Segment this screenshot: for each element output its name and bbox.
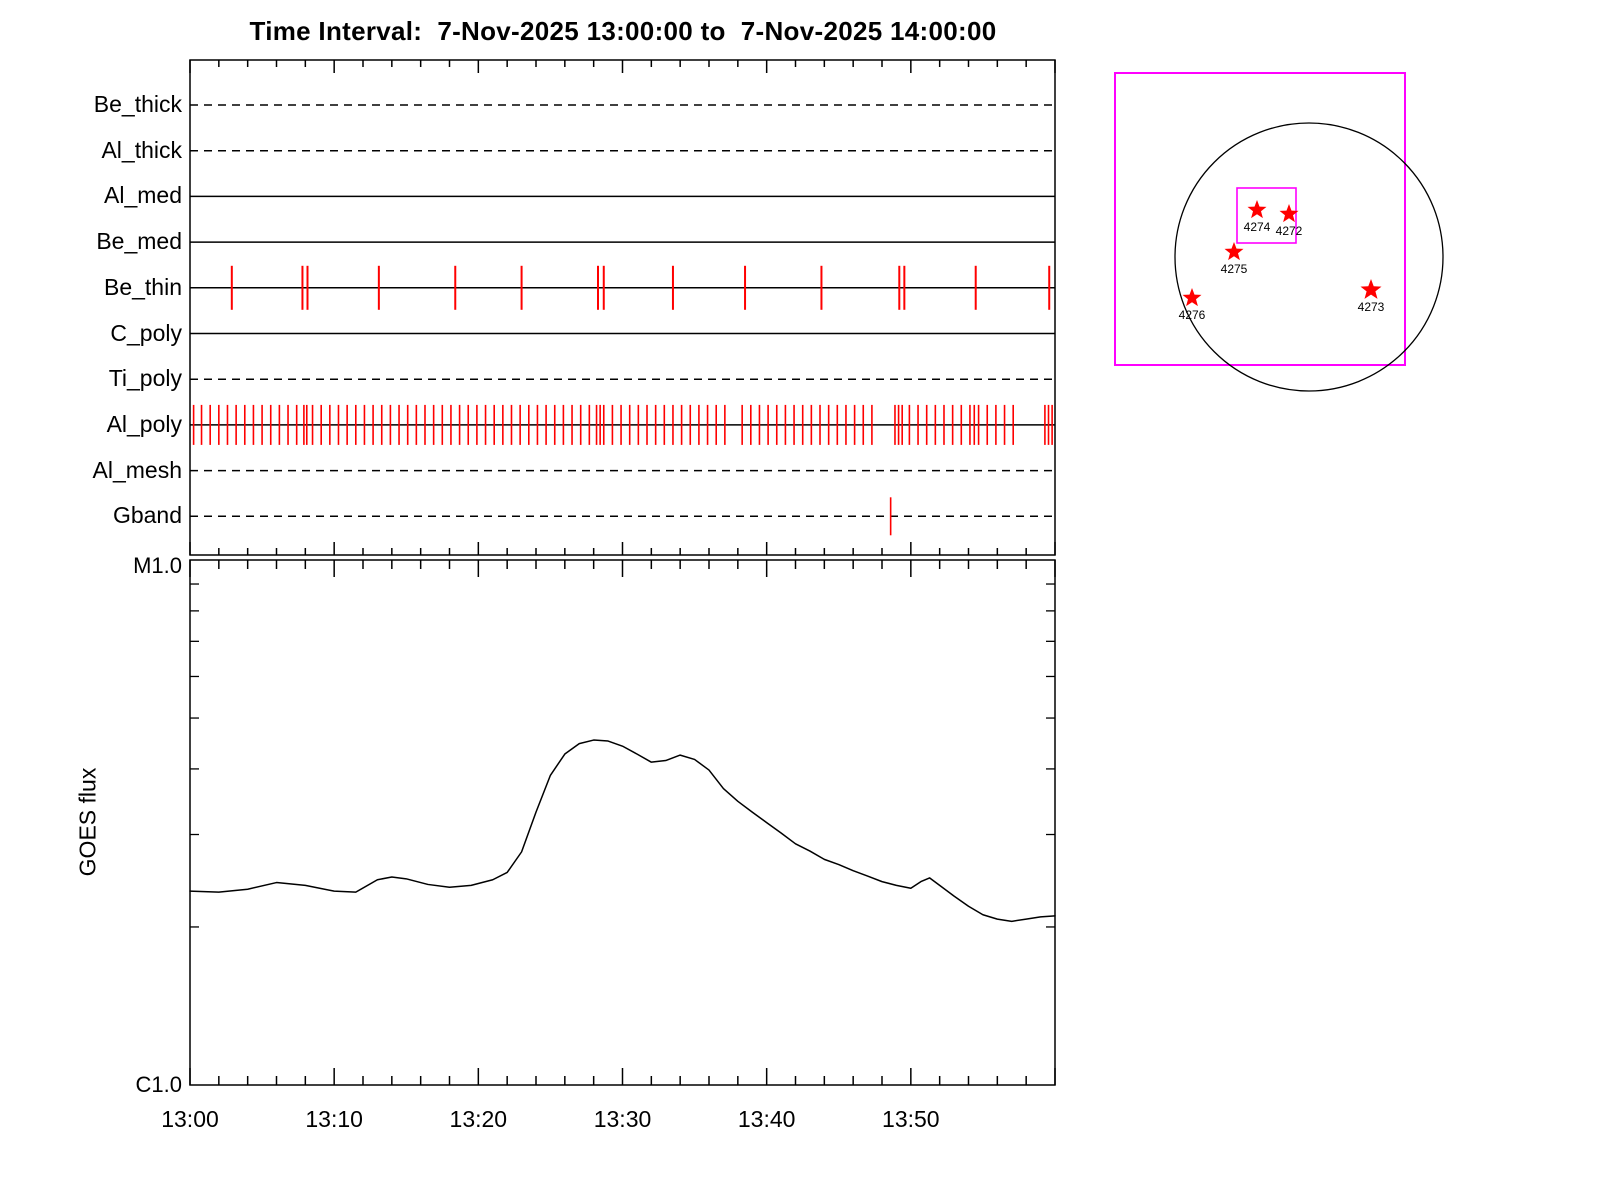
time-tick-label-13-40: 13:40 <box>737 1106 796 1132</box>
active-region-star-4273 <box>1360 279 1382 299</box>
goes-y-max-label: M1.0 <box>133 553 182 578</box>
filter-label-al_poly: Al_poly <box>106 410 182 437</box>
active-region-label-4276: 4276 <box>1179 308 1206 322</box>
time-tick-label-13-30: 13:30 <box>593 1106 652 1132</box>
active-region-label-4275: 4275 <box>1221 262 1248 276</box>
active-region-star-4276 <box>1182 288 1202 307</box>
filter-label-be_thick: Be_thick <box>93 91 182 117</box>
filter-label-ti_poly: Ti_poly <box>108 365 182 392</box>
active-region-label-4273: 4273 <box>1358 300 1385 314</box>
goes-flux-curve <box>189 739 1056 923</box>
active-region-label-4272: 4272 <box>1276 224 1303 238</box>
time-tick-label-13-00: 13:00 <box>161 1106 219 1132</box>
goes-y-min-label: C1.0 <box>135 1072 182 1097</box>
active-region-star-4272 <box>1279 204 1299 223</box>
time-tick-label-13-10: 13:10 <box>305 1106 363 1132</box>
active-region-label-4274: 4274 <box>1244 220 1271 234</box>
active-region-star-4274 <box>1247 200 1267 219</box>
goes-frame <box>189 559 1056 1086</box>
filter-label-al_mesh: Al_mesh <box>92 456 182 483</box>
chart-title: Time Interval: 7-Nov-2025 13:00:00 to 7-… <box>249 16 997 46</box>
filter-label-be_med: Be_med <box>96 228 182 255</box>
filter-label-gband: Gband <box>112 502 182 529</box>
goes-y-axis-title: GOES flux <box>74 767 101 877</box>
filter-label-c_poly: C_poly <box>110 319 182 346</box>
active-region-star-4275 <box>1224 242 1244 261</box>
filter-label-al_med: Al_med <box>104 182 182 209</box>
solar-limb <box>1174 122 1444 392</box>
time-tick-label-13-50: 13:50 <box>882 1106 940 1132</box>
sub-fov-box <box>1236 187 1297 244</box>
filter-label-be_thin: Be_thin <box>103 273 182 300</box>
timeline-frame <box>189 59 1056 556</box>
fov-box <box>1114 72 1406 366</box>
time-tick-label-13-20: 13:20 <box>449 1106 508 1132</box>
filter-label-al_thick: Al_thick <box>101 136 182 163</box>
